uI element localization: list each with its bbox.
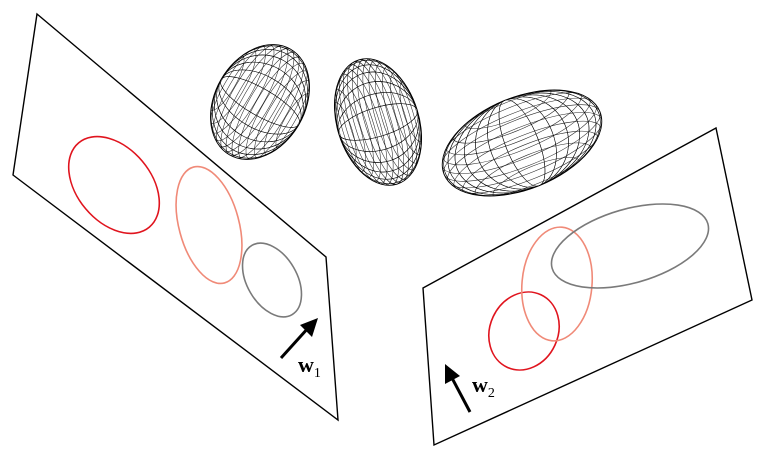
salmon-ellipsoid-icon — [330, 58, 426, 186]
mesh-meridian — [475, 96, 569, 190]
w2-arrowhead-icon — [445, 364, 460, 384]
right-red-ellipse — [488, 291, 560, 371]
mesh-ring — [333, 80, 374, 179]
mesh-meridian — [505, 100, 539, 185]
left-plane-group: w1 — [12, 12, 339, 422]
left-projection-plane — [12, 12, 339, 422]
mesh-meridian — [498, 99, 546, 187]
w1-arrowhead-icon — [300, 318, 318, 337]
mesh-ring — [464, 86, 552, 129]
mesh-ring — [445, 88, 582, 156]
w1-subscript: 1 — [314, 366, 321, 381]
w2-subscript: 2 — [488, 386, 495, 401]
mesh-ring — [351, 59, 405, 185]
mesh-meridian — [475, 96, 569, 190]
mesh-ring — [275, 93, 312, 150]
red-ellipsoid-mesh — [208, 43, 312, 161]
mesh-meridian — [447, 91, 597, 195]
mesh-meridian — [334, 58, 422, 186]
mesh-meridian — [441, 89, 603, 197]
salmon-ellipsoid-mesh — [330, 58, 426, 186]
left-red-ellipse — [67, 135, 161, 235]
w2-direction-arrow — [445, 364, 472, 413]
w1-symbol: w — [298, 352, 314, 377]
red-ellipsoid-body — [210, 44, 310, 160]
mesh-meridian — [212, 49, 308, 155]
w1-direction-arrow — [279, 318, 318, 360]
mesh-meridian — [447, 91, 597, 195]
mesh-meridian — [212, 49, 308, 155]
mesh-meridian — [339, 110, 417, 134]
gray-ellipsoid-body — [441, 89, 603, 197]
mesh-meridian — [334, 59, 422, 185]
mesh-meridian — [487, 98, 557, 188]
mesh-ring — [492, 157, 580, 200]
right-gray-ellipse — [550, 203, 710, 289]
mesh-meridian — [443, 90, 601, 196]
w2-label: w2 — [472, 372, 495, 401]
mesh-ring — [390, 71, 425, 155]
mesh-meridian — [210, 44, 310, 160]
right-plane-group: w2 — [422, 126, 753, 447]
right-projection-plane — [422, 126, 753, 447]
w2-symbol: w — [472, 372, 488, 397]
mesh-meridian — [487, 98, 557, 188]
left-gray-ellipse — [241, 242, 303, 318]
left-salmon-ellipse — [175, 165, 243, 285]
salmon-ellipsoid-body — [333, 58, 423, 186]
mesh-meridian — [443, 90, 601, 196]
mesh-meridian — [334, 59, 422, 185]
red-ellipsoid-icon — [208, 43, 312, 161]
right-salmon-ellipse — [520, 226, 594, 342]
mesh-ring — [382, 65, 423, 164]
mesh-ring — [331, 89, 366, 173]
mesh-ring — [462, 130, 599, 198]
gray-ellipsoid-icon — [441, 85, 603, 201]
w1-label: w1 — [298, 352, 321, 381]
